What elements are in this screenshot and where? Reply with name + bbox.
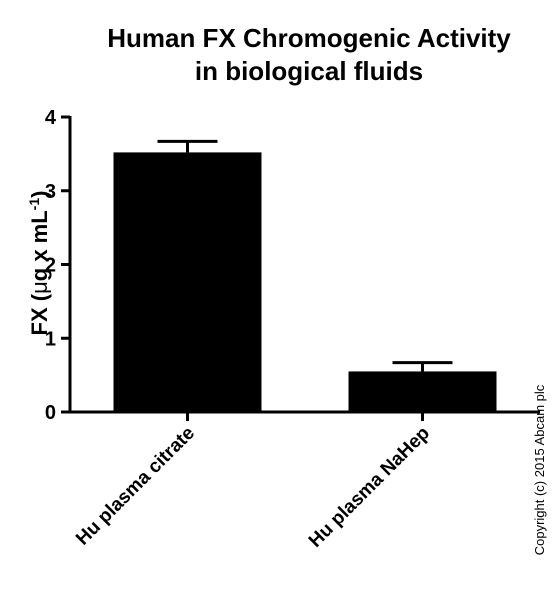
y-axis-label-superscript: -1 — [26, 198, 42, 211]
x-tick-label: Hu plasma citrate — [72, 423, 199, 550]
copyright-text: Copyright (c) 2015 Abcam plc — [532, 384, 547, 555]
y-tick-label: 4 — [45, 107, 57, 129]
y-tick-label: 3 — [45, 181, 56, 203]
chart-title-line-2: in biological fluids — [195, 56, 423, 86]
bar — [348, 371, 497, 412]
plot-area: 0 1 2 3 4 Hu plasma citrate Hu plasma NaHep — [45, 107, 540, 552]
chart-title-line-1: Human FX Chromogenic Activity — [107, 23, 511, 53]
y-axis-label: FX (μg x mL-1) — [26, 191, 52, 336]
y-axis-label-mu: μ — [27, 281, 52, 294]
y-tick-label: 1 — [45, 328, 56, 350]
y-tick-label: 0 — [45, 402, 56, 424]
bar — [113, 152, 262, 412]
x-tick-label: Hu plasma NaHep — [305, 423, 434, 552]
y-tick-label: 2 — [45, 255, 56, 277]
